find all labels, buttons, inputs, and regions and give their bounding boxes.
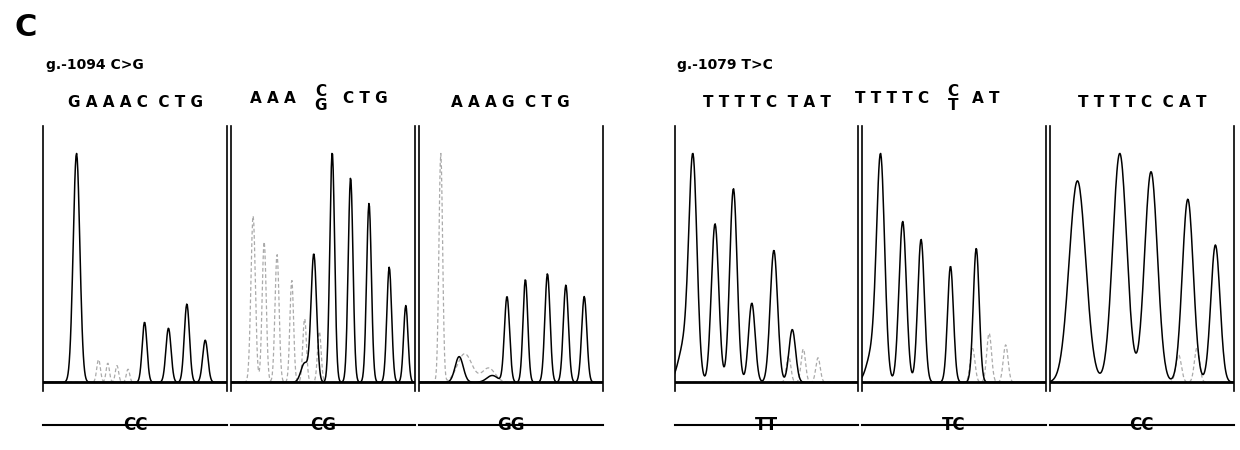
Text: C T G: C T G: [342, 91, 387, 106]
Text: g.-1079 T>C: g.-1079 T>C: [677, 58, 773, 72]
Text: A A A: A A A: [250, 91, 295, 106]
Text: C: C: [15, 14, 37, 42]
Text: T T T T C  C A T: T T T T C C A T: [1078, 95, 1207, 110]
Text: CC: CC: [1130, 416, 1154, 434]
Text: A T: A T: [971, 91, 999, 106]
Text: T: T: [947, 98, 959, 112]
Text: g.-1094 C>G: g.-1094 C>G: [46, 58, 144, 72]
Text: CC: CC: [123, 416, 148, 434]
Text: C: C: [315, 84, 326, 99]
Text: C: C: [947, 84, 959, 99]
Text: GG: GG: [497, 416, 525, 434]
Text: G A A A C  C T G: G A A A C C T G: [68, 95, 203, 110]
Text: T T T T C  T A T: T T T T C T A T: [703, 95, 831, 110]
Text: TT: TT: [755, 416, 777, 434]
Text: T T T T C: T T T T C: [856, 91, 929, 106]
Text: G: G: [314, 98, 327, 112]
Text: TC: TC: [942, 416, 966, 434]
Text: A A A G  C T G: A A A G C T G: [451, 95, 570, 110]
Text: CG: CG: [310, 416, 336, 434]
